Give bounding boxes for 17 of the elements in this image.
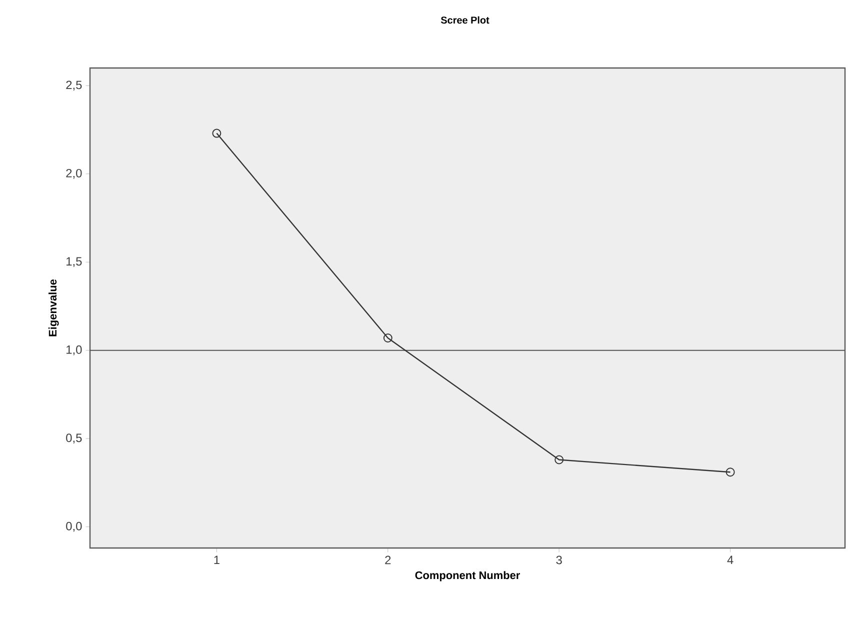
y-tick-label: 1,5 [66, 257, 82, 267]
x-tick-label: 3 [556, 556, 562, 564]
y-tick-label: 0,0 [66, 522, 82, 532]
x-axis-title: Component Number [415, 571, 520, 582]
y-axis-title: Eigenvalue [48, 279, 59, 336]
point [554, 455, 564, 464]
x-tick-label: 2 [385, 556, 391, 564]
x-tick-label: 4 [727, 556, 734, 564]
point [726, 468, 735, 477]
chart-title: Scree Plot [440, 16, 490, 24]
y-tick-label: 0,5 [66, 434, 82, 444]
y-tick-label: 1,0 [66, 345, 82, 356]
point [212, 128, 222, 138]
y-tick-label: 2,0 [66, 168, 82, 179]
x-tick-label: 1 [214, 556, 220, 564]
y-tick-label: 2,5 [66, 80, 82, 91]
point [383, 334, 392, 342]
